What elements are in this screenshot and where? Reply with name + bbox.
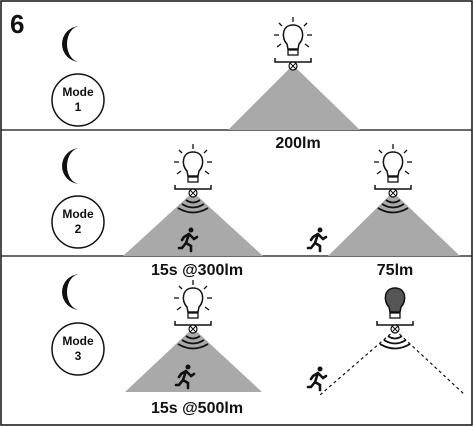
mode-label: Mode <box>62 85 94 99</box>
moon-icon <box>62 274 80 310</box>
sensor <box>175 321 211 333</box>
sensor <box>377 321 413 333</box>
output-label: 75lm <box>377 262 413 279</box>
motion-waves <box>380 336 410 349</box>
detection-range <box>320 330 465 395</box>
lamp <box>374 144 412 182</box>
person <box>308 367 326 391</box>
sensor <box>275 58 311 70</box>
output-label: 15s @300lm <box>151 262 243 279</box>
output-label: 15s @500lm <box>151 400 243 417</box>
mode-label: Mode <box>62 207 94 221</box>
mode-number: 2 <box>75 222 82 236</box>
moon-icon <box>62 26 80 62</box>
lamp <box>174 280 212 318</box>
diagram: 6 Mode 1 200lm Mode 2 15s @300lm 75lm Mo… <box>0 0 473 426</box>
output-label: 200lm <box>275 135 320 152</box>
lamp-off <box>385 288 404 318</box>
lamp <box>274 17 312 55</box>
sensor <box>175 185 211 197</box>
mode-label: Mode <box>62 334 94 348</box>
lamp <box>174 144 212 182</box>
sensor <box>375 185 411 197</box>
mode-number: 1 <box>75 100 82 114</box>
light-cone <box>228 65 360 130</box>
person <box>308 228 326 252</box>
figure-number: 6 <box>10 9 24 39</box>
mode-number: 3 <box>75 349 82 363</box>
moon-icon <box>62 148 80 184</box>
